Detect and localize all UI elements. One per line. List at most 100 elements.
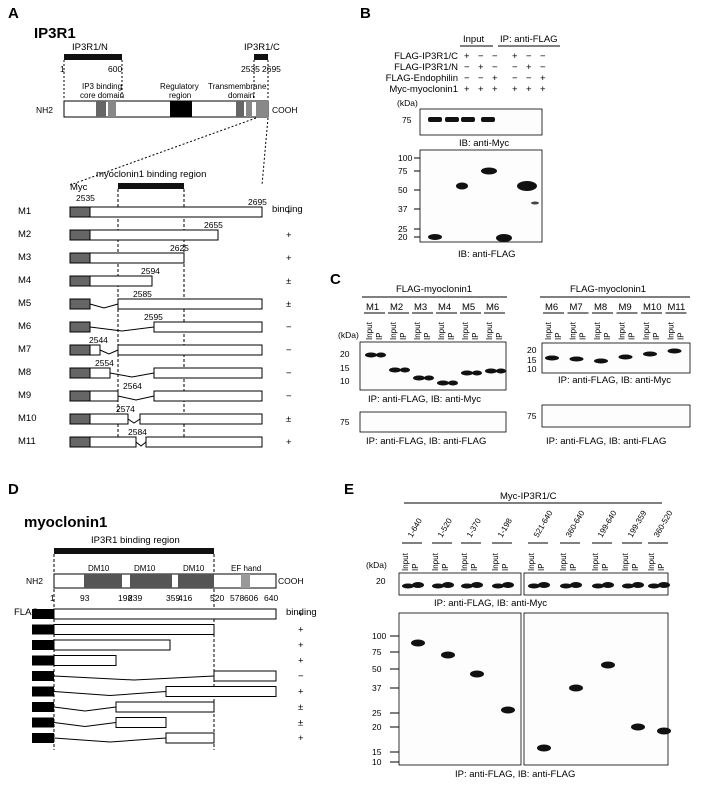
e-caption-top: IP: anti-FLAG, IB: anti-Myc [434, 598, 547, 609]
construct-name-a: M6 [18, 321, 31, 332]
myc-tag-box [69, 298, 91, 310]
c-right-lane: M6 [545, 302, 558, 313]
c-ip-label: IP [603, 332, 612, 340]
c-input-label: Input [413, 321, 422, 340]
b-row-label: FLAG-IP3R1/N [394, 62, 458, 73]
d-position: 239 [128, 593, 142, 603]
construct-name-a: M3 [18, 252, 31, 263]
construct-name-a: M10 [18, 413, 36, 424]
e-band-myc-ip [502, 582, 514, 588]
c-right-marker-10: 10 [527, 364, 537, 374]
myc-tag-box [69, 367, 91, 379]
myoclonin1-title: myoclonin1 [24, 514, 107, 531]
deletion-line [109, 372, 155, 378]
e-band-flag-ip [470, 670, 484, 678]
c-right-lane: M10 [643, 302, 661, 313]
construct-list-a: M1 2695 + M2 2655 + M3 2625 + M4 2594 ± M5 2585 ± M6 259… [18, 197, 292, 448]
d-position: 520 [210, 593, 224, 603]
c-ip-label: IP [677, 332, 686, 340]
c-input-label: Input [437, 321, 446, 340]
ip3r1-pos-2535: 2535 [241, 64, 260, 74]
c-input-label: Input [667, 321, 676, 340]
d-position: 1 [50, 593, 55, 603]
c-left-marker-15: 15 [340, 363, 350, 373]
c-left-lane: M1 [366, 302, 379, 313]
c-input-label: Input [485, 321, 494, 340]
ip3r1-pos-1: 1 [60, 64, 65, 74]
panel-d: D myoclonin1 IP3R1 binding region DM10 D… [8, 481, 317, 750]
d-cooh: COOH [278, 576, 304, 586]
c-kda-label: (kDa) [338, 330, 359, 340]
b-flag-marker: 20 [398, 232, 408, 242]
c-left-blot-top [359, 341, 507, 391]
c-right-lane: M8 [594, 302, 607, 313]
b-band-flag-c-ip [496, 234, 512, 242]
b-blot-myc [419, 108, 543, 136]
e-lane-label: 1-520 [436, 516, 454, 539]
construct-position-a: 2564 [123, 381, 142, 391]
b-band-flag-n [481, 167, 497, 175]
construct-segment [89, 206, 263, 218]
e-input-label: Input [460, 552, 469, 571]
construct-position-a: 2594 [141, 266, 160, 276]
binding-result-d: ± [298, 718, 303, 729]
c-left-lane: M4 [438, 302, 451, 313]
b-band-myc-2 [445, 117, 459, 122]
construct-segment [53, 608, 277, 620]
b-row-label: FLAG-Endophilin [386, 73, 458, 84]
d-position: 198 [118, 593, 132, 603]
flag-tag-box [32, 609, 54, 619]
c-band-myc [569, 356, 584, 362]
e-band-flag-ip [501, 706, 515, 714]
c-ip-label: IP [399, 332, 408, 340]
b-blot-flag [419, 149, 543, 243]
b-row-label: Myc-myoclonin1 [389, 84, 458, 95]
e-band-myc-ip [471, 582, 483, 588]
c-left-lane: M2 [390, 302, 403, 313]
e-ip-label: IP [411, 563, 420, 571]
flag-tag-box [32, 717, 54, 728]
construct-list-d: + + + + − + ± ± + [32, 608, 304, 744]
c-left-caption-bottom: IP: anti-FLAG, IB: anti-FLAG [366, 436, 486, 447]
binding-result-a: − [286, 322, 292, 333]
deletion-line [53, 675, 215, 681]
e-band-flag-ip [569, 684, 583, 692]
flag-tag-box [32, 686, 54, 697]
deletion-line [127, 418, 141, 424]
e-blot-bottom-left [398, 612, 522, 766]
construct-segment [53, 655, 117, 666]
c-right-caption-bottom: IP: anti-FLAG, IB: anti-FLAG [546, 436, 666, 447]
b-flag-marker: 100 [398, 153, 412, 163]
c-left-caption-top: IP: anti-FLAG, IB: anti-Myc [368, 394, 481, 405]
b-sign: − [512, 62, 518, 73]
domain-tm-label-2: domain [228, 91, 254, 100]
construct-segment [115, 701, 215, 713]
b-sign-table: FLAG-IP3R1/C + − − + − −FLAG-IP3R1/N − + − − + −FLAG… [386, 51, 546, 95]
c-right-header: FLAG-myoclonin1 [570, 284, 646, 295]
domain-core-label-2: core domain [80, 91, 124, 100]
binding-result-a: − [286, 368, 292, 379]
d-ef-hand-label: EF hand [231, 564, 261, 573]
c-ip-label: IP [652, 332, 661, 340]
construct-segment [139, 413, 263, 425]
c-band-myc [643, 351, 657, 357]
c-right-lane: M9 [619, 302, 632, 313]
construct-segment [117, 344, 263, 356]
b-sign: + [526, 84, 532, 95]
c-right-marker-15: 15 [527, 355, 537, 365]
deletion-line [117, 395, 155, 401]
construct-segment [117, 298, 263, 310]
e-flag-marker: 37 [372, 683, 382, 693]
e-band-myc-input [560, 583, 572, 589]
e-input-label: Input [559, 552, 568, 571]
e-band-myc-ip [602, 582, 614, 588]
e-lane-label: 1-640 [406, 516, 424, 539]
c-band-myc [618, 354, 633, 360]
e-band-myc-input [648, 583, 660, 589]
e-band-flag-ip [411, 639, 425, 647]
c-band-myc [594, 358, 608, 364]
ip3r1-n-bar [64, 54, 122, 60]
c-input-label: Input [618, 321, 627, 340]
c-ip-label: IP [447, 332, 456, 340]
b-row-label: FLAG-IP3R1/C [394, 51, 458, 62]
